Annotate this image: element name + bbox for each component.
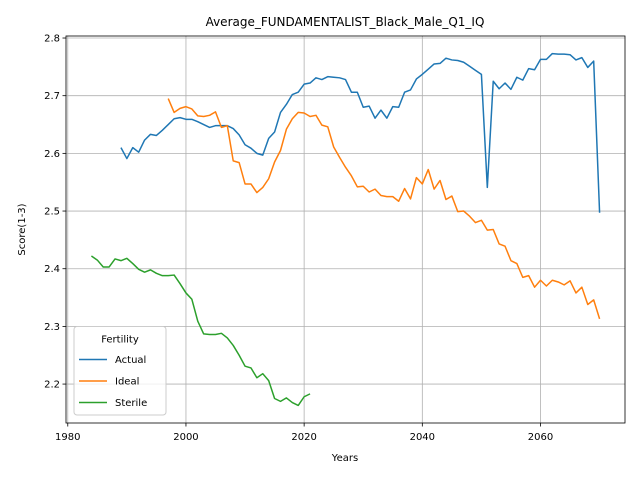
- legend-label: Ideal: [115, 377, 139, 388]
- y-axis-label: Score(1-3): [17, 203, 28, 255]
- legend-title: Fertility: [101, 335, 139, 346]
- x-tick-label: 2060: [528, 432, 553, 443]
- line-series: [120, 52, 601, 213]
- x-tick-label: 2000: [173, 432, 198, 443]
- y-tick-label: 2.6: [44, 149, 60, 160]
- x-tick-label: 2020: [291, 432, 316, 443]
- y-tick-label: 2.3: [44, 322, 60, 333]
- x-axis-label: Years: [331, 453, 358, 464]
- legend-box: [73, 326, 167, 416]
- chart-title: Average_FUNDAMENTALIST_Black_Male_Q1_IQ: [206, 15, 485, 29]
- legend: Fertility Actual Ideal Sterile: [73, 326, 167, 416]
- x-tick-label: 1980: [55, 432, 80, 443]
- legend-label: Actual: [115, 355, 146, 366]
- y-tick-label: 2.2: [44, 380, 60, 391]
- plot-frame: [65, 35, 626, 424]
- line-series: [167, 98, 601, 320]
- y-tick-label: 2.8: [44, 34, 60, 45]
- line-series: [90, 255, 311, 407]
- legend-label: Sterile: [115, 398, 147, 409]
- y-tick-label: 2.7: [44, 91, 60, 102]
- y-tick-label: 2.5: [44, 207, 60, 218]
- x-tick-label: 2040: [410, 432, 435, 443]
- y-tick-label: 2.4: [44, 264, 60, 275]
